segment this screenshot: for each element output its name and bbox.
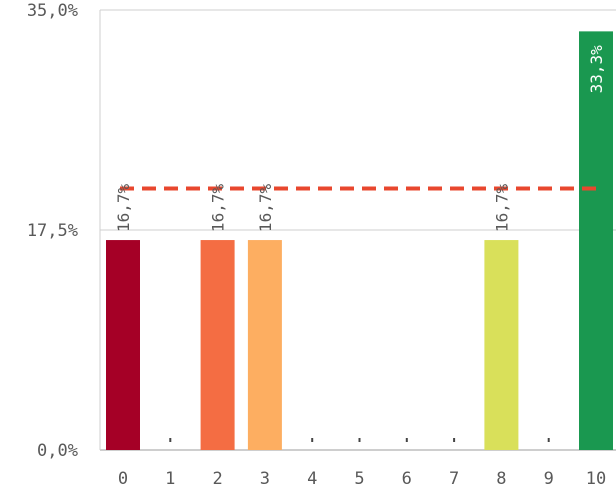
x-tick-label: 10 (586, 469, 606, 489)
y-tick-label: 0,0% (37, 441, 78, 461)
grid-lines (100, 9, 616, 451)
x-tick-label: 5 (354, 469, 364, 489)
bar (106, 240, 140, 450)
x-tick-label: 4 (307, 469, 317, 489)
y-tick-label: 17,5% (27, 221, 78, 241)
x-tick-label: 9 (544, 469, 554, 489)
x-tick-label: 2 (212, 469, 222, 489)
x-tick-label: 7 (449, 469, 459, 489)
data-label: 33,3% (587, 45, 606, 94)
x-tick-label: 0 (118, 469, 128, 489)
bar (579, 31, 613, 450)
data-labels: 16,7% 16,7% 16,7% 16,7% 33,3% (114, 45, 606, 232)
data-label: 16,7% (209, 184, 228, 233)
x-tick-label: 1 (165, 469, 175, 489)
bar (200, 240, 235, 450)
x-tick-label: 6 (402, 469, 412, 489)
x-axis: 0 1 2 3 4 5 6 7 8 9 10 (118, 469, 606, 489)
x-tick-label: 3 (260, 469, 270, 489)
data-label: 16,7% (114, 184, 133, 233)
y-axis: 0,0% 17,5% 35,0% (27, 1, 101, 461)
x-tick-label: 8 (496, 469, 506, 489)
bar (484, 240, 519, 450)
bar (247, 240, 282, 450)
bars (106, 31, 613, 450)
y-tick-label: 35,0% (27, 1, 78, 21)
data-label: 16,7% (492, 184, 511, 233)
data-label: 16,7% (256, 184, 275, 233)
